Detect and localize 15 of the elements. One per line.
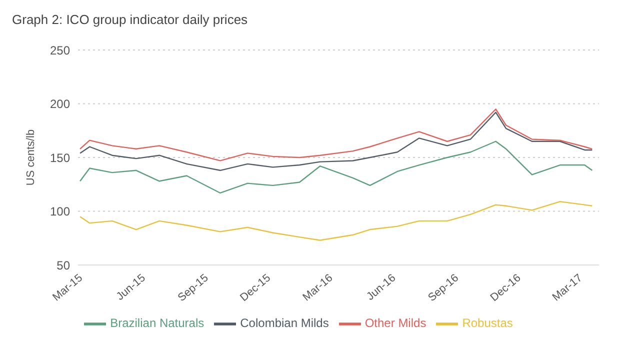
line-series [79,112,593,171]
y-tick-label: 200 [50,97,70,112]
y-tick-label: 100 [50,204,70,219]
y-tick-label: 50 [56,258,70,272]
legend-label: Robustas [462,316,513,330]
y-tick-label: 150 [50,150,70,165]
line-series [79,108,593,162]
legend-label: Other Milds [364,316,426,330]
line-series [79,200,593,241]
chart-title: Graph 2: ICO group indicator daily prices [11,11,249,29]
legend-label: Colombian Milds [240,316,329,330]
line-series [79,140,593,194]
y-axis-title: US cents/lb [24,129,37,186]
legend-label: Brazilian Naturals [110,316,204,330]
y-tick-label: 250 [50,43,70,58]
